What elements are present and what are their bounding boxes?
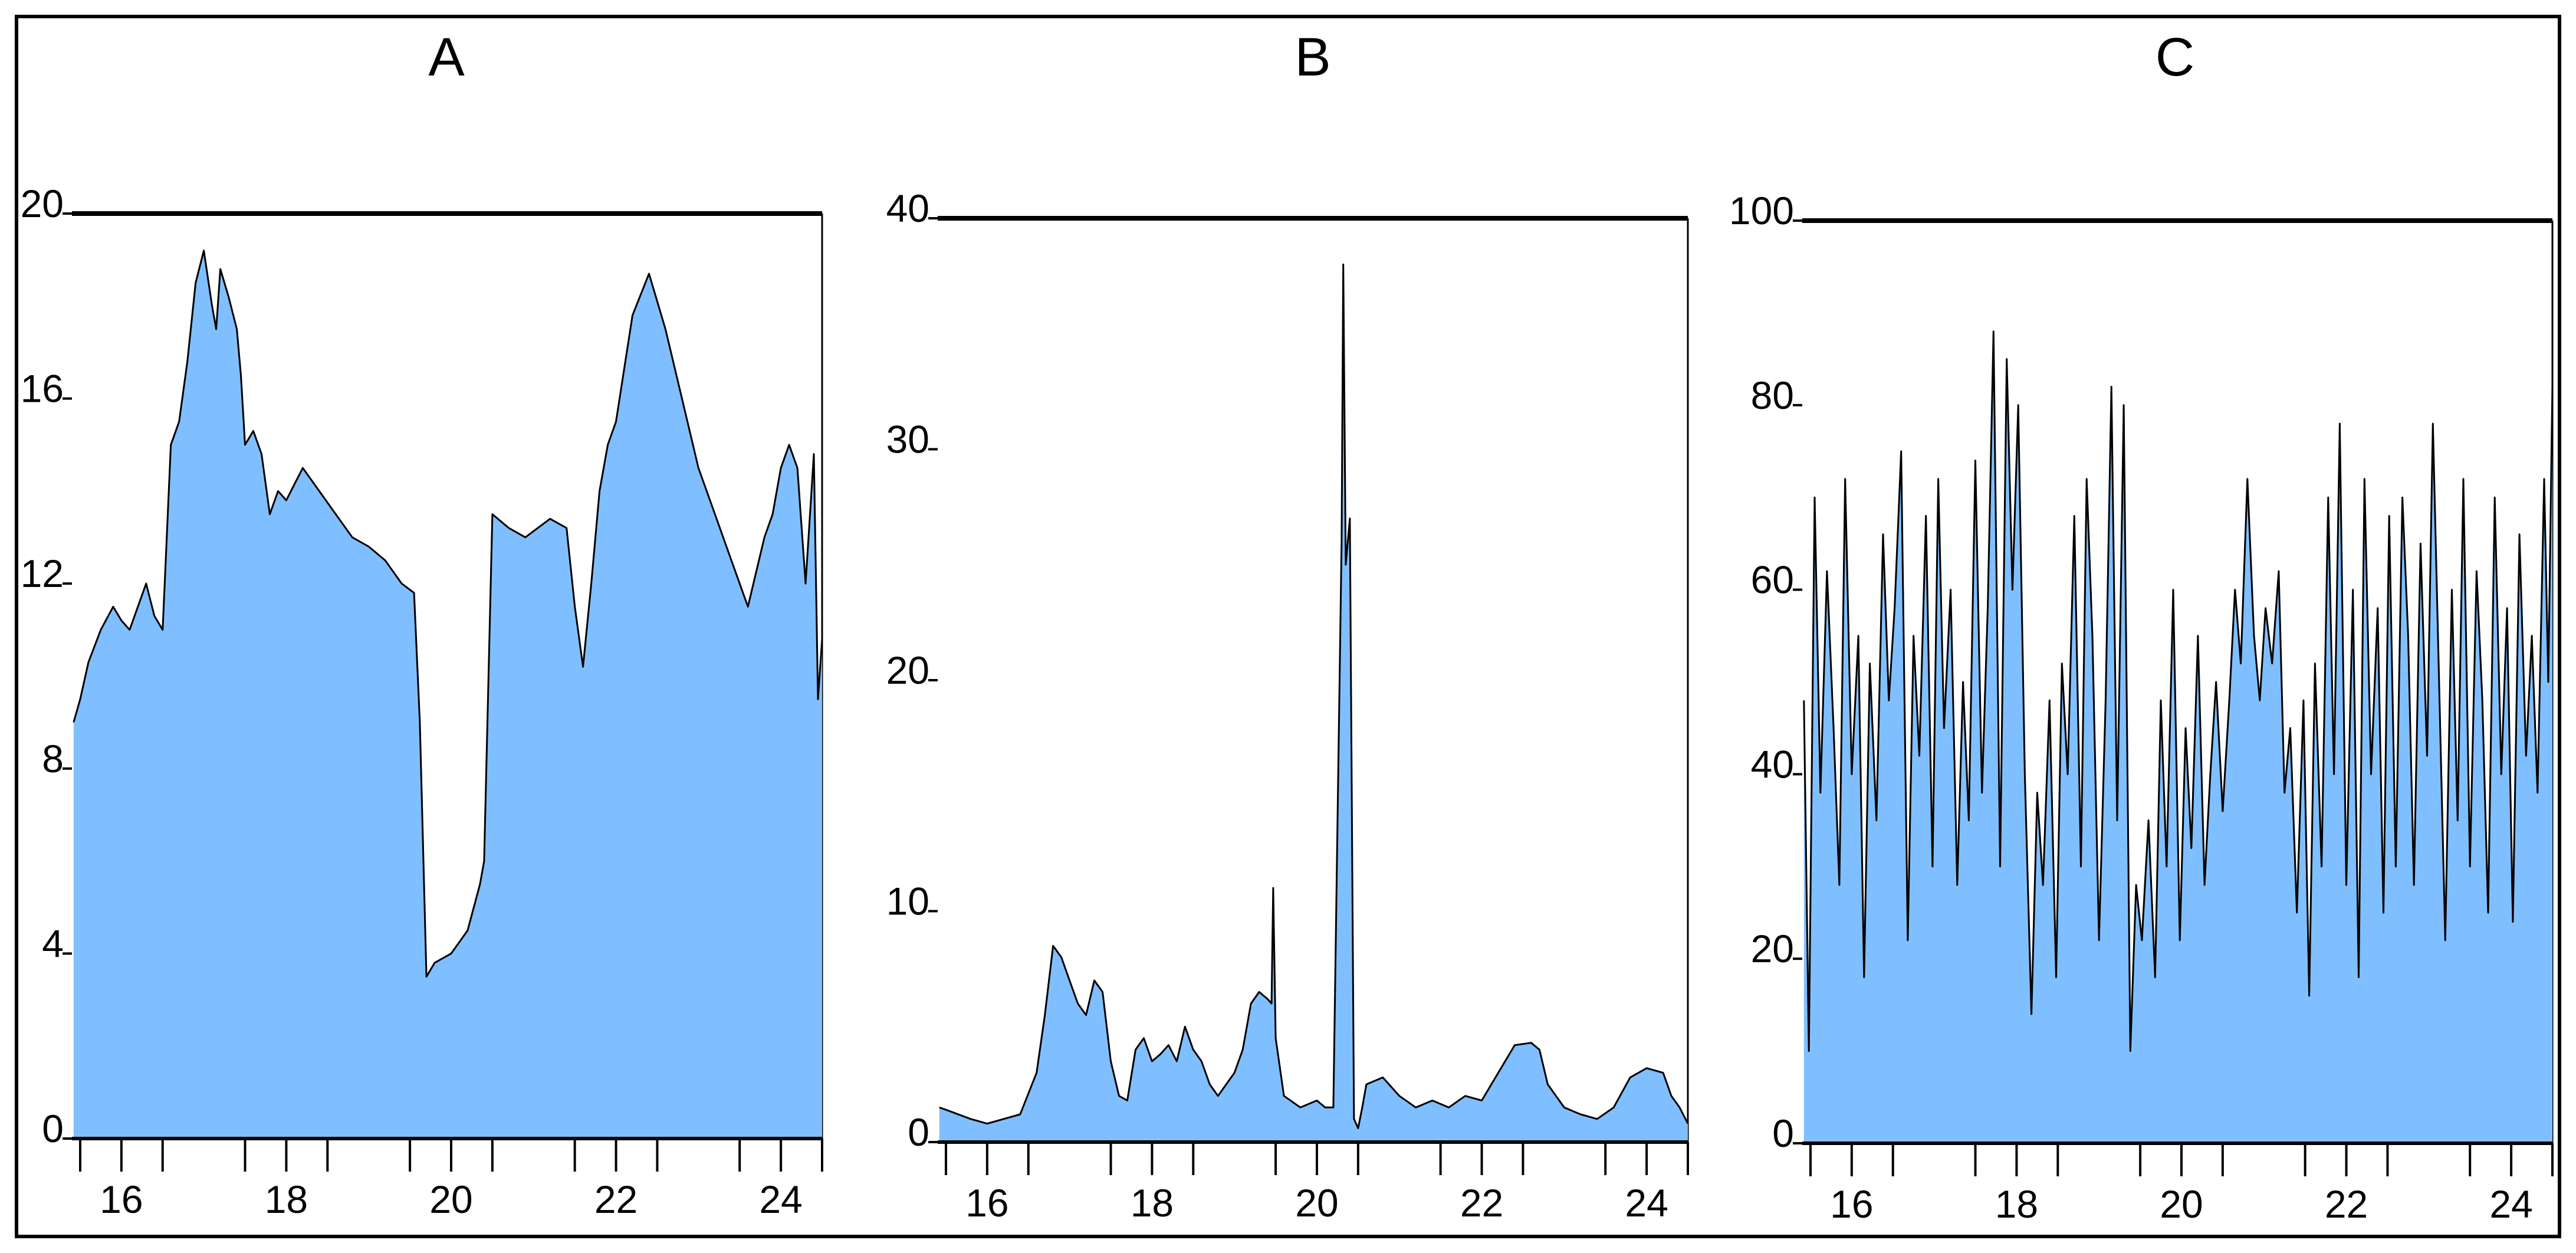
panel-b-ytick-label: 20 — [886, 648, 929, 692]
panel-b-xtick-label: 18 — [1131, 1181, 1174, 1225]
panel-b-area — [939, 264, 1688, 1142]
panel-c-xtick-label: 18 — [1995, 1182, 2038, 1226]
panel-a: A 0 4 8 12 16 20 16 18 20 22 24 — [21, 27, 823, 1221]
panel-a-ytick-label: 4 — [42, 921, 64, 965]
panel-b-series-line — [939, 263, 1689, 1129]
panel-b-xtick-label: 24 — [1625, 1181, 1668, 1225]
panel-a-ytick-label: 20 — [21, 182, 64, 225]
panel-b-title: B — [1294, 27, 1330, 87]
panel-a-ytick-label: 12 — [21, 552, 64, 595]
panel-c: C 0 20 40 60 80 100 16 18 20 22 24 — [1729, 27, 2554, 1226]
panel-a-xtick-label: 20 — [429, 1177, 472, 1221]
panel-c-ytick-label: 0 — [1772, 1111, 1794, 1155]
panel-c-xtick-label: 16 — [1830, 1182, 1873, 1226]
panel-c-title: C — [2156, 27, 2194, 87]
panel-b-ytick-label: 0 — [908, 1110, 929, 1154]
panel-c-ytick-label: 60 — [1751, 558, 1794, 602]
panel-a-title: A — [428, 27, 465, 87]
panel-c-ytick-label: 20 — [1751, 927, 1794, 970]
panel-c-series-line — [1803, 330, 2554, 1052]
panel-a-xtick-label: 16 — [100, 1177, 143, 1221]
panel-b: B 0 10 20 30 40 16 18 20 22 24 — [886, 27, 1689, 1225]
panel-a-xtick-label: 18 — [265, 1177, 308, 1221]
panel-a-ytick-label: 0 — [42, 1107, 64, 1150]
panel-a-series-line — [73, 250, 823, 978]
panel-c-ytick-label: 40 — [1751, 742, 1794, 786]
panel-c-xtick-label: 20 — [2160, 1182, 2203, 1226]
panel-b-ytick-label: 30 — [886, 418, 929, 461]
panel-c-ytick-label: 100 — [1729, 189, 1794, 232]
panel-c-xtick-label: 22 — [2325, 1182, 2368, 1226]
panel-a-xtick-label: 22 — [594, 1177, 638, 1221]
panel-b-xtick-label: 16 — [965, 1181, 1008, 1225]
panel-c-xtick-label: 24 — [2489, 1182, 2532, 1226]
panel-b-ytick-label: 10 — [886, 880, 929, 923]
panel-a-area — [73, 250, 822, 1139]
panel-b-xtick-label: 20 — [1295, 1181, 1338, 1225]
figure-border — [15, 15, 2561, 1238]
panel-a-ytick-label: 8 — [42, 737, 64, 780]
panel-b-xtick-label: 22 — [1460, 1181, 1503, 1225]
panel-c-ytick-label: 80 — [1751, 373, 1794, 417]
panel-a-xtick-label: 24 — [759, 1177, 802, 1221]
panel-b-ytick-label: 40 — [886, 186, 929, 230]
panel-a-ytick-label: 16 — [21, 367, 64, 411]
